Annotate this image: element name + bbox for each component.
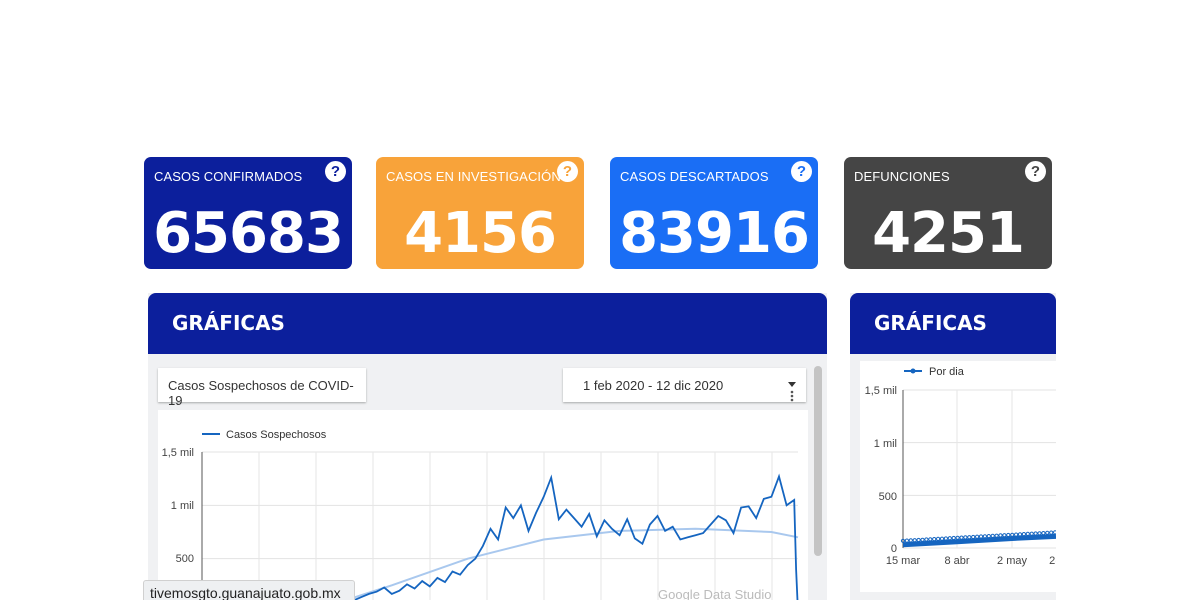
series-marker: [1045, 530, 1050, 535]
series-marker: [1037, 531, 1042, 536]
series-marker: [986, 534, 991, 539]
legend-label: Casos Sospechosos: [226, 429, 327, 441]
series-marker: [947, 536, 952, 541]
caret-down-icon[interactable]: [788, 382, 796, 387]
watermark: Google Data Studio: [658, 587, 772, 600]
y-tick-label: 1 mil: [874, 438, 897, 450]
legend-marker: [910, 368, 916, 374]
y-tick-label: 1 mil: [171, 500, 194, 512]
series-marker: [971, 534, 976, 540]
series-marker: [916, 537, 921, 543]
series-marker: [920, 537, 925, 542]
series-marker: [939, 536, 945, 541]
series-marker: [955, 535, 960, 540]
series-marker: [932, 537, 937, 542]
help-icon[interactable]: ?: [557, 161, 578, 182]
card-confirmados: CASOS CONFIRMADOS ? 65683: [144, 157, 352, 269]
series-marker: [1006, 532, 1011, 538]
metric-filter[interactable]: Casos Sospechosos de COVID-19: [158, 368, 366, 408]
series-marker: [1002, 533, 1007, 538]
series-line-casos-sospechosos: [352, 473, 799, 600]
help-icon[interactable]: ?: [1025, 161, 1046, 182]
card-value: 83916: [619, 201, 810, 266]
series-marker: [951, 535, 956, 541]
line-chart-casos-sospechosos: Casos Sospechosos 1,5 mil 1 mil 500: [162, 429, 799, 600]
y-tick-label: 500: [176, 553, 194, 565]
series-marker: [1021, 532, 1026, 537]
series-marker: [1010, 532, 1015, 537]
series-marker: [928, 537, 933, 542]
series-marker: [1017, 532, 1023, 537]
series-marker: [1014, 532, 1019, 537]
series-marker: [998, 533, 1003, 538]
series-marker: [900, 538, 906, 543]
card-title: CASOS EN INVESTIGACIÓN: [386, 169, 561, 184]
card-defunciones: DEFUNCIONES ? 4251: [844, 157, 1052, 269]
metric-filter-label: Casos Sospechosos de COVID-19: [168, 378, 354, 408]
y-tick-label: 0: [891, 543, 897, 555]
card-investigacion: CASOS EN INVESTIGACIÓN ? 4156: [376, 157, 584, 269]
series-marker: [936, 536, 941, 541]
x-tick-label: 2(: [1049, 555, 1056, 567]
series-marker: [963, 535, 968, 540]
card-title: CASOS CONFIRMADOS: [154, 169, 303, 184]
series-marker: [967, 535, 972, 540]
series-marker: [904, 538, 910, 543]
series-marker: [994, 533, 999, 538]
chart-container: Casos Sospechosos 1,5 mil 1 mil 500 Goog…: [158, 410, 808, 600]
y-tick-label: 500: [879, 491, 897, 503]
card-value: 4156: [404, 201, 557, 266]
series-marker: [975, 534, 980, 539]
series-marker: [982, 534, 988, 539]
date-range-picker[interactable]: 1 feb 2020 - 12 dic 2020: [563, 368, 806, 402]
series-marker: [978, 534, 984, 539]
series-marker: [1025, 531, 1030, 536]
panel-title: GRÁFICAS: [148, 293, 827, 354]
series-marker: [924, 537, 929, 542]
series-line-por-dia: [902, 533, 1056, 548]
card-value: 4251: [872, 201, 1025, 266]
y-tick-label: 1,5 mil: [162, 447, 194, 459]
chart-container: Por dia 1,5 mil 1 mil 500 0 15 mar 8 abr…: [860, 361, 1056, 592]
date-range-label: 1 feb 2020 - 12 dic 2020: [583, 378, 724, 393]
graficas-panel-secondary: GRÁFICAS Por dia 1,5 mil 1 mil 500 0 15 …: [850, 293, 1056, 600]
series-marker: [1053, 530, 1056, 535]
series-marker: [1029, 531, 1034, 536]
trend-line: [343, 527, 799, 600]
status-url: tivemosgto.guanajuato.gob.mx: [143, 580, 355, 600]
series-marker: [943, 536, 949, 541]
more-vert-icon[interactable]: [790, 390, 794, 402]
graficas-panel-main: GRÁFICAS Casos Sospechosos de COVID-19 1…: [148, 293, 827, 600]
series-marker: [959, 535, 964, 540]
x-tick-label: 15 mar: [886, 555, 921, 567]
card-title: CASOS DESCARTADOS: [620, 169, 769, 184]
series-marker: [1033, 531, 1038, 536]
series-marker: [912, 538, 917, 543]
series-marker: [1049, 530, 1054, 535]
panel-title: GRÁFICAS: [850, 293, 1056, 354]
legend-label: Por dia: [929, 366, 965, 378]
vertical-scrollbar[interactable]: [814, 366, 822, 556]
card-value: 65683: [153, 201, 344, 266]
card-title: DEFUNCIONES: [854, 169, 950, 184]
series-marker: [908, 538, 913, 543]
series-marker: [990, 533, 995, 538]
series-marker: [1041, 531, 1046, 536]
card-descartados: CASOS DESCARTADOS ? 83916: [610, 157, 818, 269]
line-chart-por-dia: Por dia 1,5 mil 1 mil 500 0 15 mar 8 abr…: [865, 366, 1056, 567]
help-icon[interactable]: ?: [325, 161, 346, 182]
x-tick-label: 8 abr: [944, 555, 969, 567]
x-tick-label: 2 may: [997, 555, 1027, 567]
help-icon[interactable]: ?: [791, 161, 812, 182]
y-tick-label: 1,5 mil: [865, 385, 897, 397]
